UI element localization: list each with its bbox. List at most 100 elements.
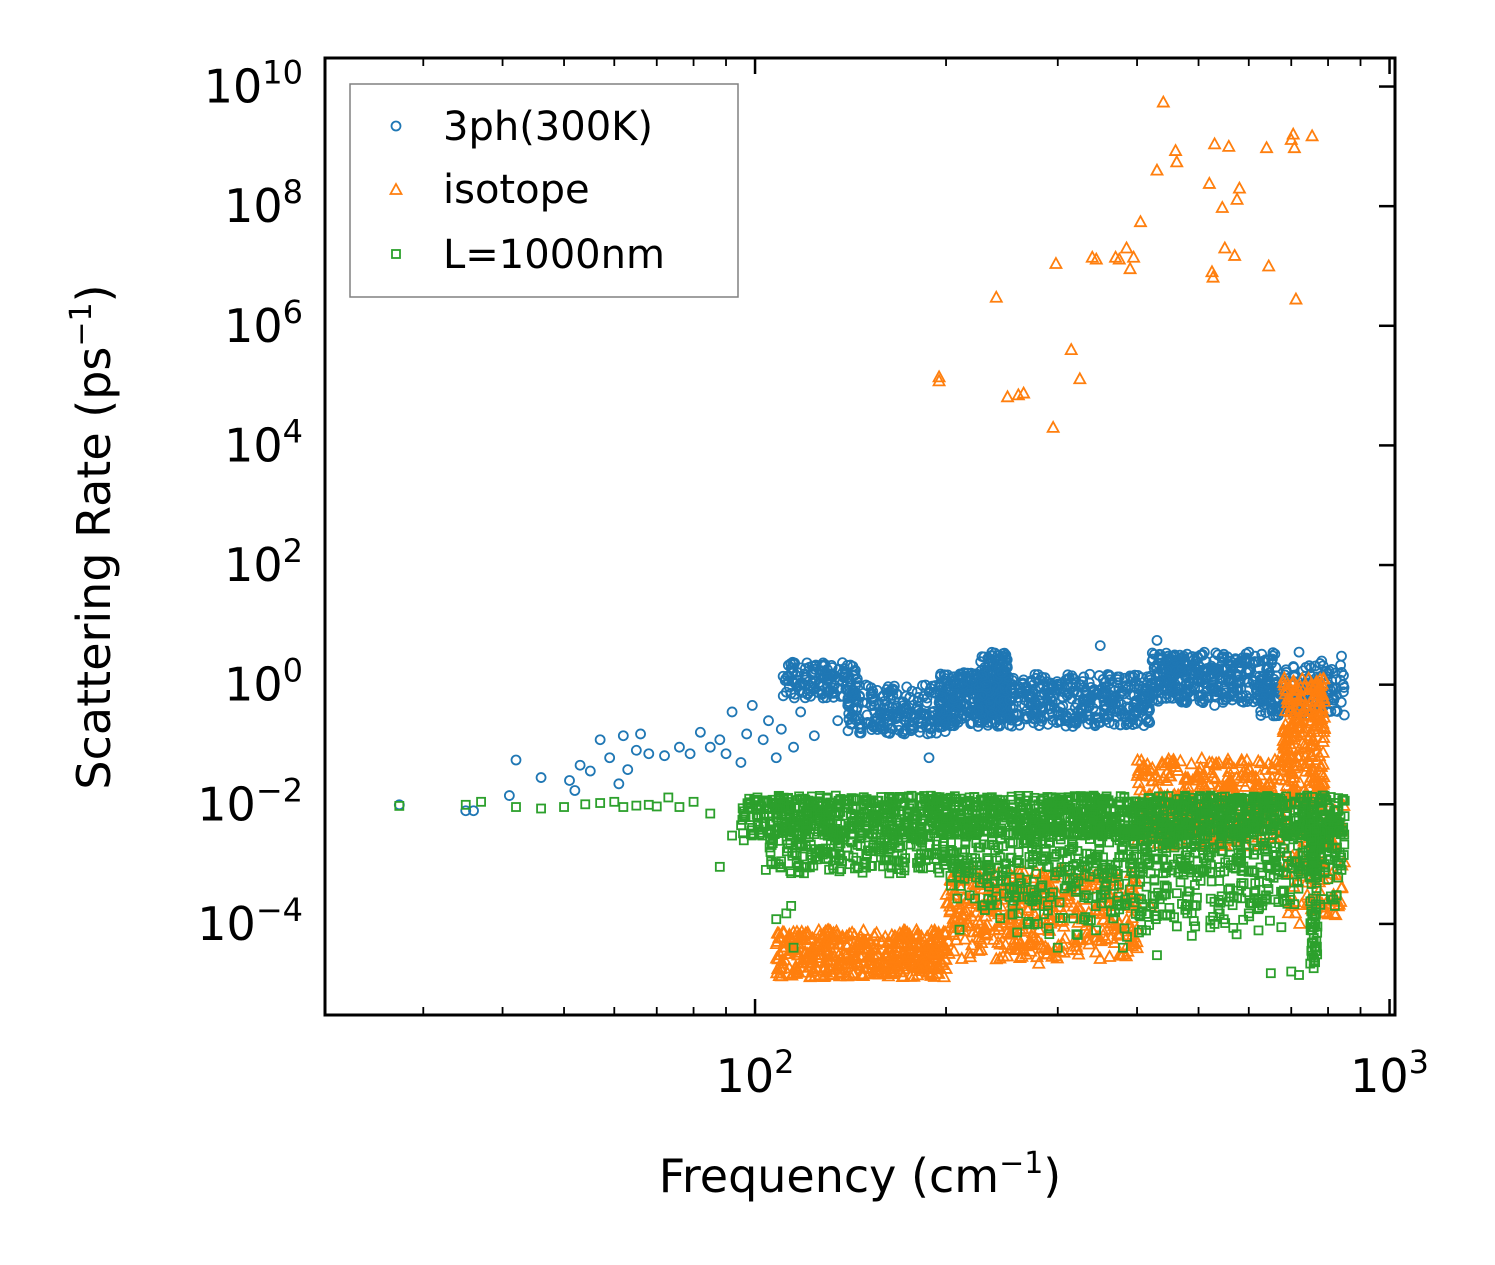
- data-point-isotope: [1173, 753, 1188, 767]
- data-point-3ph-300k: [1056, 691, 1068, 703]
- data-point-isotope: [1303, 713, 1319, 726]
- data-point-l-1000nm: [1047, 804, 1058, 814]
- data-point-l-1000nm: [970, 808, 981, 819]
- data-point-isotope: [1208, 757, 1223, 771]
- data-point-isotope: [962, 945, 977, 959]
- data-point-isotope: [820, 947, 835, 961]
- data-point-isotope: [1285, 715, 1300, 729]
- data-point-3ph-300k: [1180, 678, 1192, 689]
- data-point-isotope: [805, 930, 820, 944]
- data-point-isotope: [1317, 709, 1332, 723]
- data-point-3ph-300k: [622, 764, 634, 776]
- data-point-3ph-300k: [1028, 717, 1040, 729]
- data-point-isotope: [1149, 782, 1164, 795]
- data-point-3ph-300k: [510, 754, 522, 766]
- data-point-isotope: [1280, 755, 1295, 768]
- data-point-3ph-300k: [643, 748, 655, 760]
- data-point-isotope: [839, 928, 854, 942]
- data-point-isotope: [817, 954, 833, 968]
- data-point-3ph-300k: [1007, 708, 1019, 720]
- data-point-isotope: [1217, 240, 1232, 254]
- data-point-3ph-300k: [935, 691, 947, 703]
- data-point-isotope: [1315, 734, 1330, 747]
- data-point-l-1000nm: [963, 816, 974, 827]
- data-point-isotope: [1156, 94, 1171, 108]
- data-point-isotope: [945, 894, 960, 908]
- data-point-3ph-300k: [1045, 677, 1057, 689]
- data-point-isotope: [888, 929, 903, 943]
- data-point-isotope: [1206, 269, 1221, 283]
- data-point-3ph-300k: [1040, 685, 1052, 696]
- data-point-isotope: [1286, 126, 1301, 140]
- data-point-isotope: [1026, 905, 1042, 919]
- data-point-isotope: [1012, 950, 1027, 964]
- data-point-3ph-300k: [1151, 634, 1163, 646]
- data-point-isotope: [832, 961, 847, 975]
- data-point-3ph-300k: [1061, 710, 1073, 722]
- data-point-3ph-300k: [1154, 675, 1166, 687]
- data-point-l-1000nm: [753, 811, 764, 822]
- data-point-isotope: [1072, 371, 1087, 385]
- data-point-isotope: [770, 934, 785, 947]
- data-point-l-1000nm: [740, 812, 751, 822]
- data-point-3ph-300k: [799, 692, 811, 704]
- data-point-isotope: [1030, 932, 1045, 946]
- data-point-isotope: [994, 886, 1009, 900]
- data-point-isotope: [1202, 176, 1217, 189]
- data-point-l-1000nm: [1326, 812, 1337, 823]
- data-point-isotope: [1088, 944, 1103, 958]
- data-point-isotope: [1253, 755, 1268, 769]
- data-point-3ph-300k: [1018, 674, 1029, 686]
- data-point-isotope: [977, 922, 992, 935]
- data-point-l-1000nm: [1093, 815, 1104, 826]
- data-point-isotope: [1277, 670, 1292, 684]
- data-point-isotope: [869, 925, 884, 939]
- data-point-l-1000nm: [882, 803, 892, 814]
- data-point-3ph-300k: [947, 715, 959, 727]
- data-point-isotope: [1184, 756, 1199, 770]
- data-point-3ph-300k: [892, 719, 904, 731]
- data-point-3ph-300k: [780, 673, 792, 685]
- data-point-3ph-300k: [934, 684, 946, 696]
- data-point-3ph-300k: [1122, 718, 1134, 730]
- data-point-isotope: [905, 945, 920, 959]
- data-point-isotope: [1166, 753, 1181, 767]
- data-point-isotope: [856, 922, 871, 936]
- data-point-l-1000nm: [1033, 799, 1044, 810]
- data-point-isotope: [1204, 264, 1220, 278]
- data-point-3ph-300k: [1256, 696, 1267, 708]
- data-point-isotope: [1222, 778, 1237, 792]
- data-point-3ph-300k: [1154, 648, 1166, 660]
- data-point-l-1000nm: [1329, 805, 1340, 816]
- data-point-3ph-300k: [976, 651, 988, 662]
- data-point-isotope: [1112, 251, 1127, 265]
- data-point-isotope: [1038, 939, 1053, 952]
- data-point-l-1000nm: [851, 804, 862, 814]
- data-point-l-1000nm: [1074, 819, 1085, 830]
- data-point-isotope: [1327, 905, 1342, 919]
- data-point-3ph-300k: [1138, 688, 1150, 700]
- data-point-3ph-300k: [741, 728, 753, 740]
- data-point-isotope: [1096, 912, 1111, 925]
- data-point-l-1000nm: [1108, 805, 1119, 815]
- data-point-l-1000nm: [821, 798, 832, 809]
- data-point-3ph-300k: [985, 697, 996, 709]
- data-point-isotope: [861, 949, 876, 962]
- data-point-3ph-300k: [1337, 679, 1349, 691]
- data-point-l-1000nm: [1126, 807, 1137, 818]
- data-point-3ph-300k: [564, 775, 575, 786]
- data-point-isotope: [1149, 162, 1165, 176]
- data-point-l-1000nm: [997, 795, 1008, 805]
- data-point-3ph-300k: [1053, 681, 1065, 693]
- data-point-l-1000nm: [753, 824, 764, 835]
- data-point-3ph-300k: [1224, 658, 1236, 670]
- data-point-3ph-300k: [1129, 710, 1141, 722]
- data-point-isotope: [1314, 711, 1329, 725]
- data-point-isotope: [1251, 753, 1266, 767]
- data-point-l-1000nm: [1242, 806, 1253, 817]
- data-point-l-1000nm: [862, 795, 873, 806]
- data-point-isotope: [1031, 955, 1046, 969]
- data-point-l-1000nm: [1223, 855, 1234, 866]
- data-point-isotope: [1034, 940, 1049, 954]
- data-point-isotope: [1259, 140, 1274, 154]
